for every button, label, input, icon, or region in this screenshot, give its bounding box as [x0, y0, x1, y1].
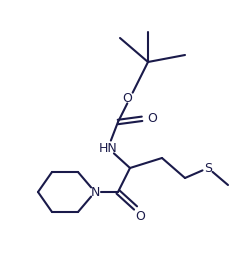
- Text: O: O: [135, 210, 145, 223]
- Text: HN: HN: [99, 142, 117, 154]
- Text: O: O: [147, 112, 157, 125]
- Text: O: O: [122, 91, 132, 104]
- Text: N: N: [90, 186, 100, 198]
- Text: S: S: [204, 161, 212, 174]
